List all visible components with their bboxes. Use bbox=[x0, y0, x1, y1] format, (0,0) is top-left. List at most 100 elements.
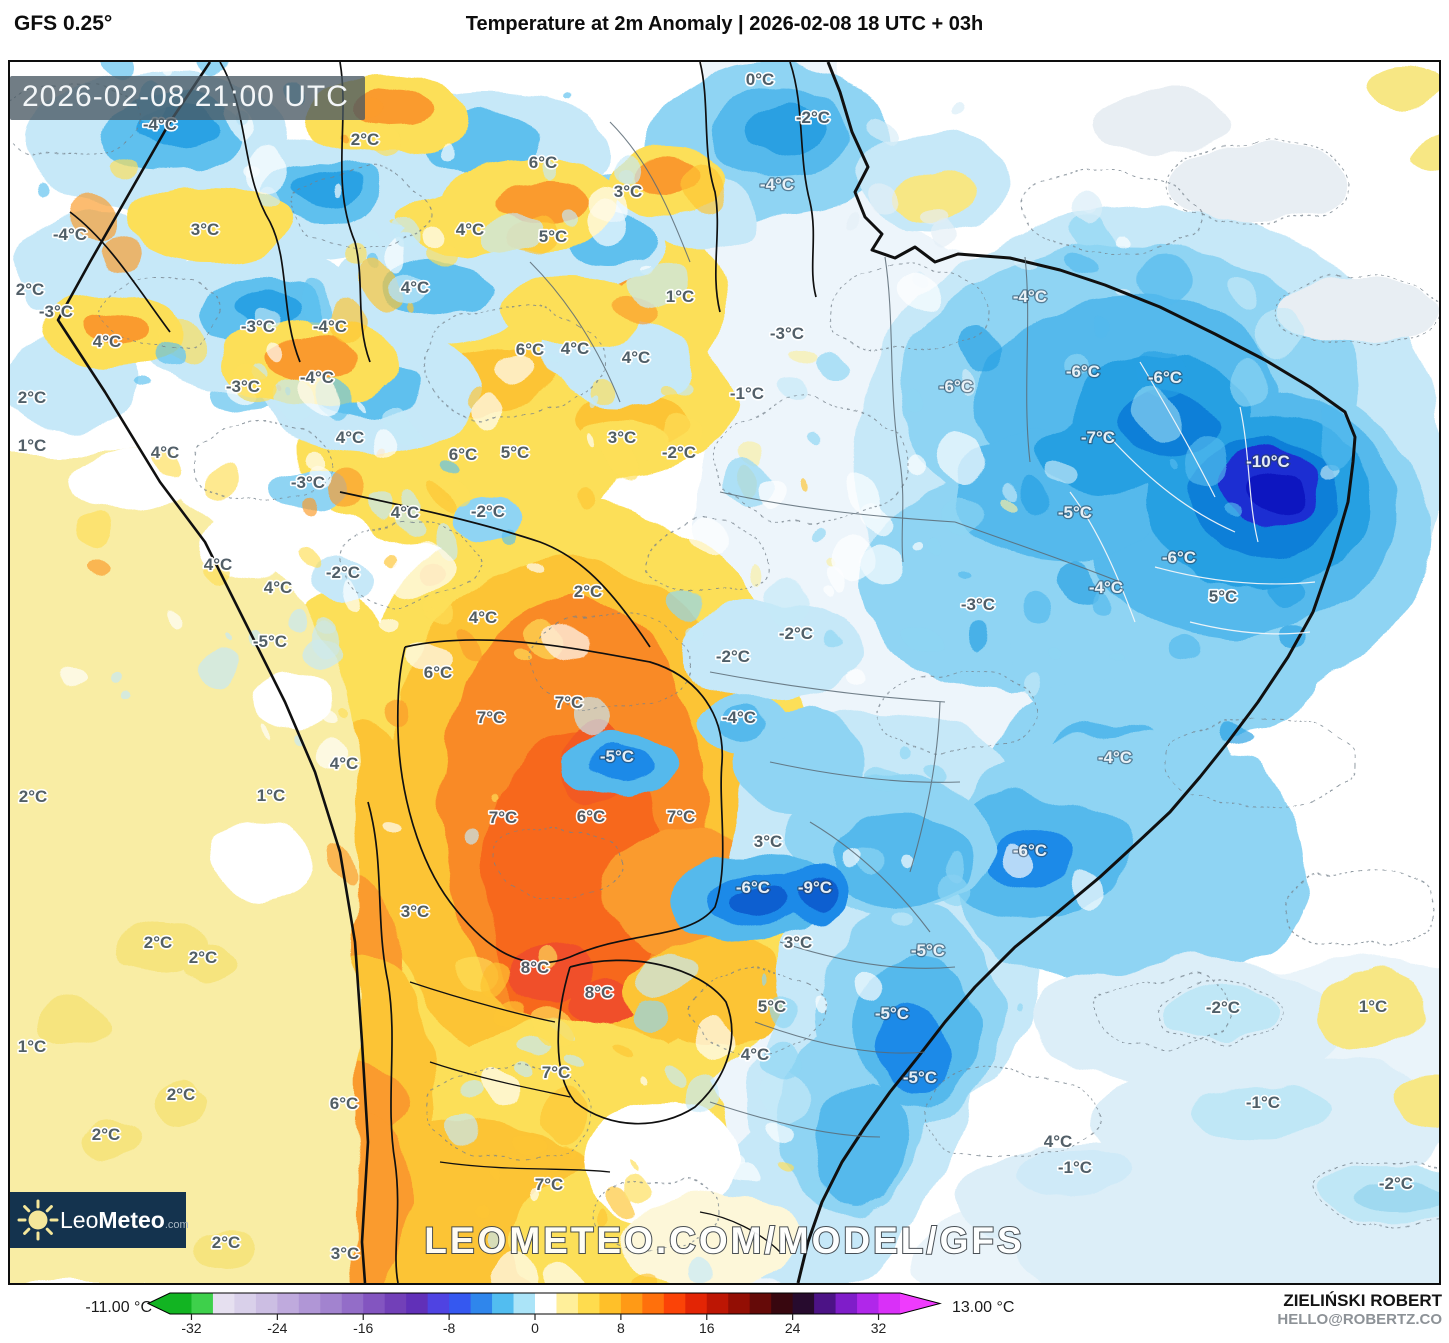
colorbar-tick-label: -16 bbox=[353, 1320, 373, 1336]
temp-label: -6°C bbox=[939, 377, 973, 396]
temp-label: 5°C bbox=[758, 997, 787, 1016]
temp-label: 4°C bbox=[469, 608, 498, 627]
model-label: GFS 0.25° bbox=[14, 12, 113, 35]
colorbar-tick-label: -8 bbox=[443, 1320, 456, 1336]
colorbar-min-label: -11.00 °C bbox=[85, 1299, 152, 1316]
temp-label: -2°C bbox=[779, 624, 813, 643]
temp-label: -4°C bbox=[313, 317, 347, 336]
temp-label: 2°C bbox=[167, 1085, 196, 1104]
attribution-email: HELLO@ROBERTZ.CO bbox=[1277, 1311, 1442, 1329]
attribution: ZIELIŃSKI ROBERT HELLO@ROBERTZ.CO bbox=[1277, 1290, 1442, 1330]
temp-label: 2°C bbox=[144, 933, 173, 952]
temp-label: -3°C bbox=[39, 302, 73, 321]
temp-label: -4°C bbox=[1089, 578, 1123, 597]
colorbar-max-label: 13.00 °C bbox=[952, 1299, 1014, 1316]
header-bar: GFS 0.25° Temperature at 2m Anomaly | 20… bbox=[0, 0, 1449, 62]
temp-label: 4°C bbox=[204, 555, 233, 574]
temp-label: 4°C bbox=[622, 348, 651, 367]
colorbar-tick-label: 32 bbox=[871, 1320, 887, 1336]
temp-label: 2°C bbox=[18, 388, 47, 407]
temp-label: 6°C bbox=[529, 153, 558, 172]
temp-label: -7°C bbox=[1081, 428, 1115, 447]
temp-label: -2°C bbox=[716, 647, 750, 666]
temp-label: -3°C bbox=[241, 317, 275, 336]
weather-map: -4°C 0°C -2°C 2°C 6°C 3°C -4°C 3°C 4°C 5°C -4°C 4°C… bbox=[8, 60, 1441, 1285]
timestamp-overlay: 2026-02-08 21:00 UTC bbox=[10, 76, 365, 120]
temp-label: 4°C bbox=[456, 220, 485, 239]
temp-label: 3°C bbox=[784, 933, 813, 952]
temp-label: 4°C bbox=[93, 332, 122, 351]
state-borders-ne bbox=[1069, 361, 1316, 635]
temp-label: 5°C bbox=[1209, 587, 1238, 606]
temp-label: 4°C bbox=[151, 443, 180, 462]
temp-label: 3°C bbox=[754, 832, 783, 851]
temp-label: 5°C bbox=[539, 227, 568, 246]
anomaly-field-svg: -4°C 0°C -2°C 2°C 6°C 3°C -4°C 3°C 4°C 5°C -4°C 4°C… bbox=[10, 62, 1439, 1283]
temp-label: 7°C bbox=[535, 1175, 564, 1194]
temp-label: 3°C bbox=[614, 182, 643, 201]
temp-label: 4°C bbox=[391, 503, 420, 522]
temp-label: -6°C bbox=[1162, 548, 1196, 567]
temp-label: 2°C bbox=[92, 1125, 121, 1144]
temp-label: -4°C bbox=[760, 175, 794, 194]
temp-label: 3°C bbox=[401, 902, 430, 921]
temp-label: 7°C bbox=[555, 693, 584, 712]
temp-label: -6°C bbox=[1013, 841, 1047, 860]
colorbar-tick-label: 24 bbox=[785, 1320, 801, 1336]
temp-label: -4°C bbox=[1098, 748, 1132, 767]
temp-label: 3°C bbox=[191, 220, 220, 239]
temp-label: -3°C bbox=[770, 324, 804, 343]
temp-label: -4°C bbox=[1013, 287, 1047, 306]
temp-label: 4°C bbox=[330, 754, 359, 773]
state-borders bbox=[529, 121, 1121, 1138]
temp-label: -6°C bbox=[1066, 362, 1100, 381]
anomaly-speckles bbox=[40, 62, 1349, 1283]
leometeo-logo: LeoMeteo.com bbox=[10, 1192, 189, 1248]
temp-label: 6°C bbox=[330, 1094, 359, 1113]
temp-label: -5°C bbox=[600, 747, 634, 766]
temp-label: -1°C bbox=[730, 384, 764, 403]
temp-label: -3°C bbox=[226, 377, 260, 396]
temp-label: 7°C bbox=[542, 1063, 571, 1082]
temp-label: 2°C bbox=[16, 280, 45, 299]
temp-label: 2°C bbox=[212, 1233, 241, 1252]
temp-label: -2°C bbox=[1379, 1174, 1413, 1193]
temp-label: 6°C bbox=[516, 340, 545, 359]
temp-label: 2°C bbox=[574, 582, 603, 601]
temp-label: 6°C bbox=[424, 663, 453, 682]
temp-label: -2°C bbox=[1206, 998, 1240, 1017]
temp-label: 1°C bbox=[257, 786, 286, 805]
temp-label: -1°C bbox=[1058, 1158, 1092, 1177]
footer-bar: -11.00 °C -32 -24 -16 -8 0 8 16 24 32 13.00 °C bbox=[0, 1285, 1449, 1338]
temp-label: -6°C bbox=[1148, 368, 1182, 387]
temp-label: 1°C bbox=[1359, 997, 1388, 1016]
temp-label: 1°C bbox=[18, 436, 47, 455]
temp-label: -3°C bbox=[291, 473, 325, 492]
temp-label: 7°C bbox=[667, 807, 696, 826]
attribution-name: ZIELIŃSKI ROBERT bbox=[1283, 1291, 1442, 1310]
colorbar-tick-label: 8 bbox=[617, 1320, 625, 1336]
temp-label: -5°C bbox=[875, 1004, 909, 1023]
temp-label: -5°C bbox=[903, 1068, 937, 1087]
temp-label: 7°C bbox=[477, 708, 506, 727]
colorbar-tick-label: -32 bbox=[181, 1320, 201, 1336]
temp-label: -5°C bbox=[253, 632, 287, 651]
temperature-labels: -4°C 0°C -2°C 2°C 6°C 3°C -4°C 3°C 4°C 5°C -4°C 4°C… bbox=[14, 68, 1415, 1264]
temp-label: 3°C bbox=[331, 1244, 360, 1263]
temp-label: -4°C bbox=[53, 225, 87, 244]
temp-label: 4°C bbox=[336, 428, 365, 447]
logo-wordmark: LeoMeteo.com bbox=[60, 1206, 189, 1233]
temp-label: 4°C bbox=[264, 578, 293, 597]
temp-label: 1°C bbox=[18, 1037, 47, 1056]
temp-label: -10°C bbox=[1246, 452, 1290, 471]
colorbar: -11.00 °C -32 -24 -16 -8 0 8 16 24 32 13.00 °C bbox=[85, 1292, 1014, 1336]
temp-label: -2°C bbox=[662, 443, 696, 462]
temp-label: 2°C bbox=[189, 948, 218, 967]
country-borders bbox=[56, 62, 1357, 1283]
colorbar-tick-label: 16 bbox=[699, 1320, 715, 1336]
contour-lines bbox=[10, 86, 1439, 1248]
temp-label: 4°C bbox=[561, 339, 590, 358]
colorbar-tick-label: 0 bbox=[531, 1320, 539, 1336]
temp-label: 2°C bbox=[351, 130, 380, 149]
temp-label: 5°C bbox=[501, 443, 530, 462]
